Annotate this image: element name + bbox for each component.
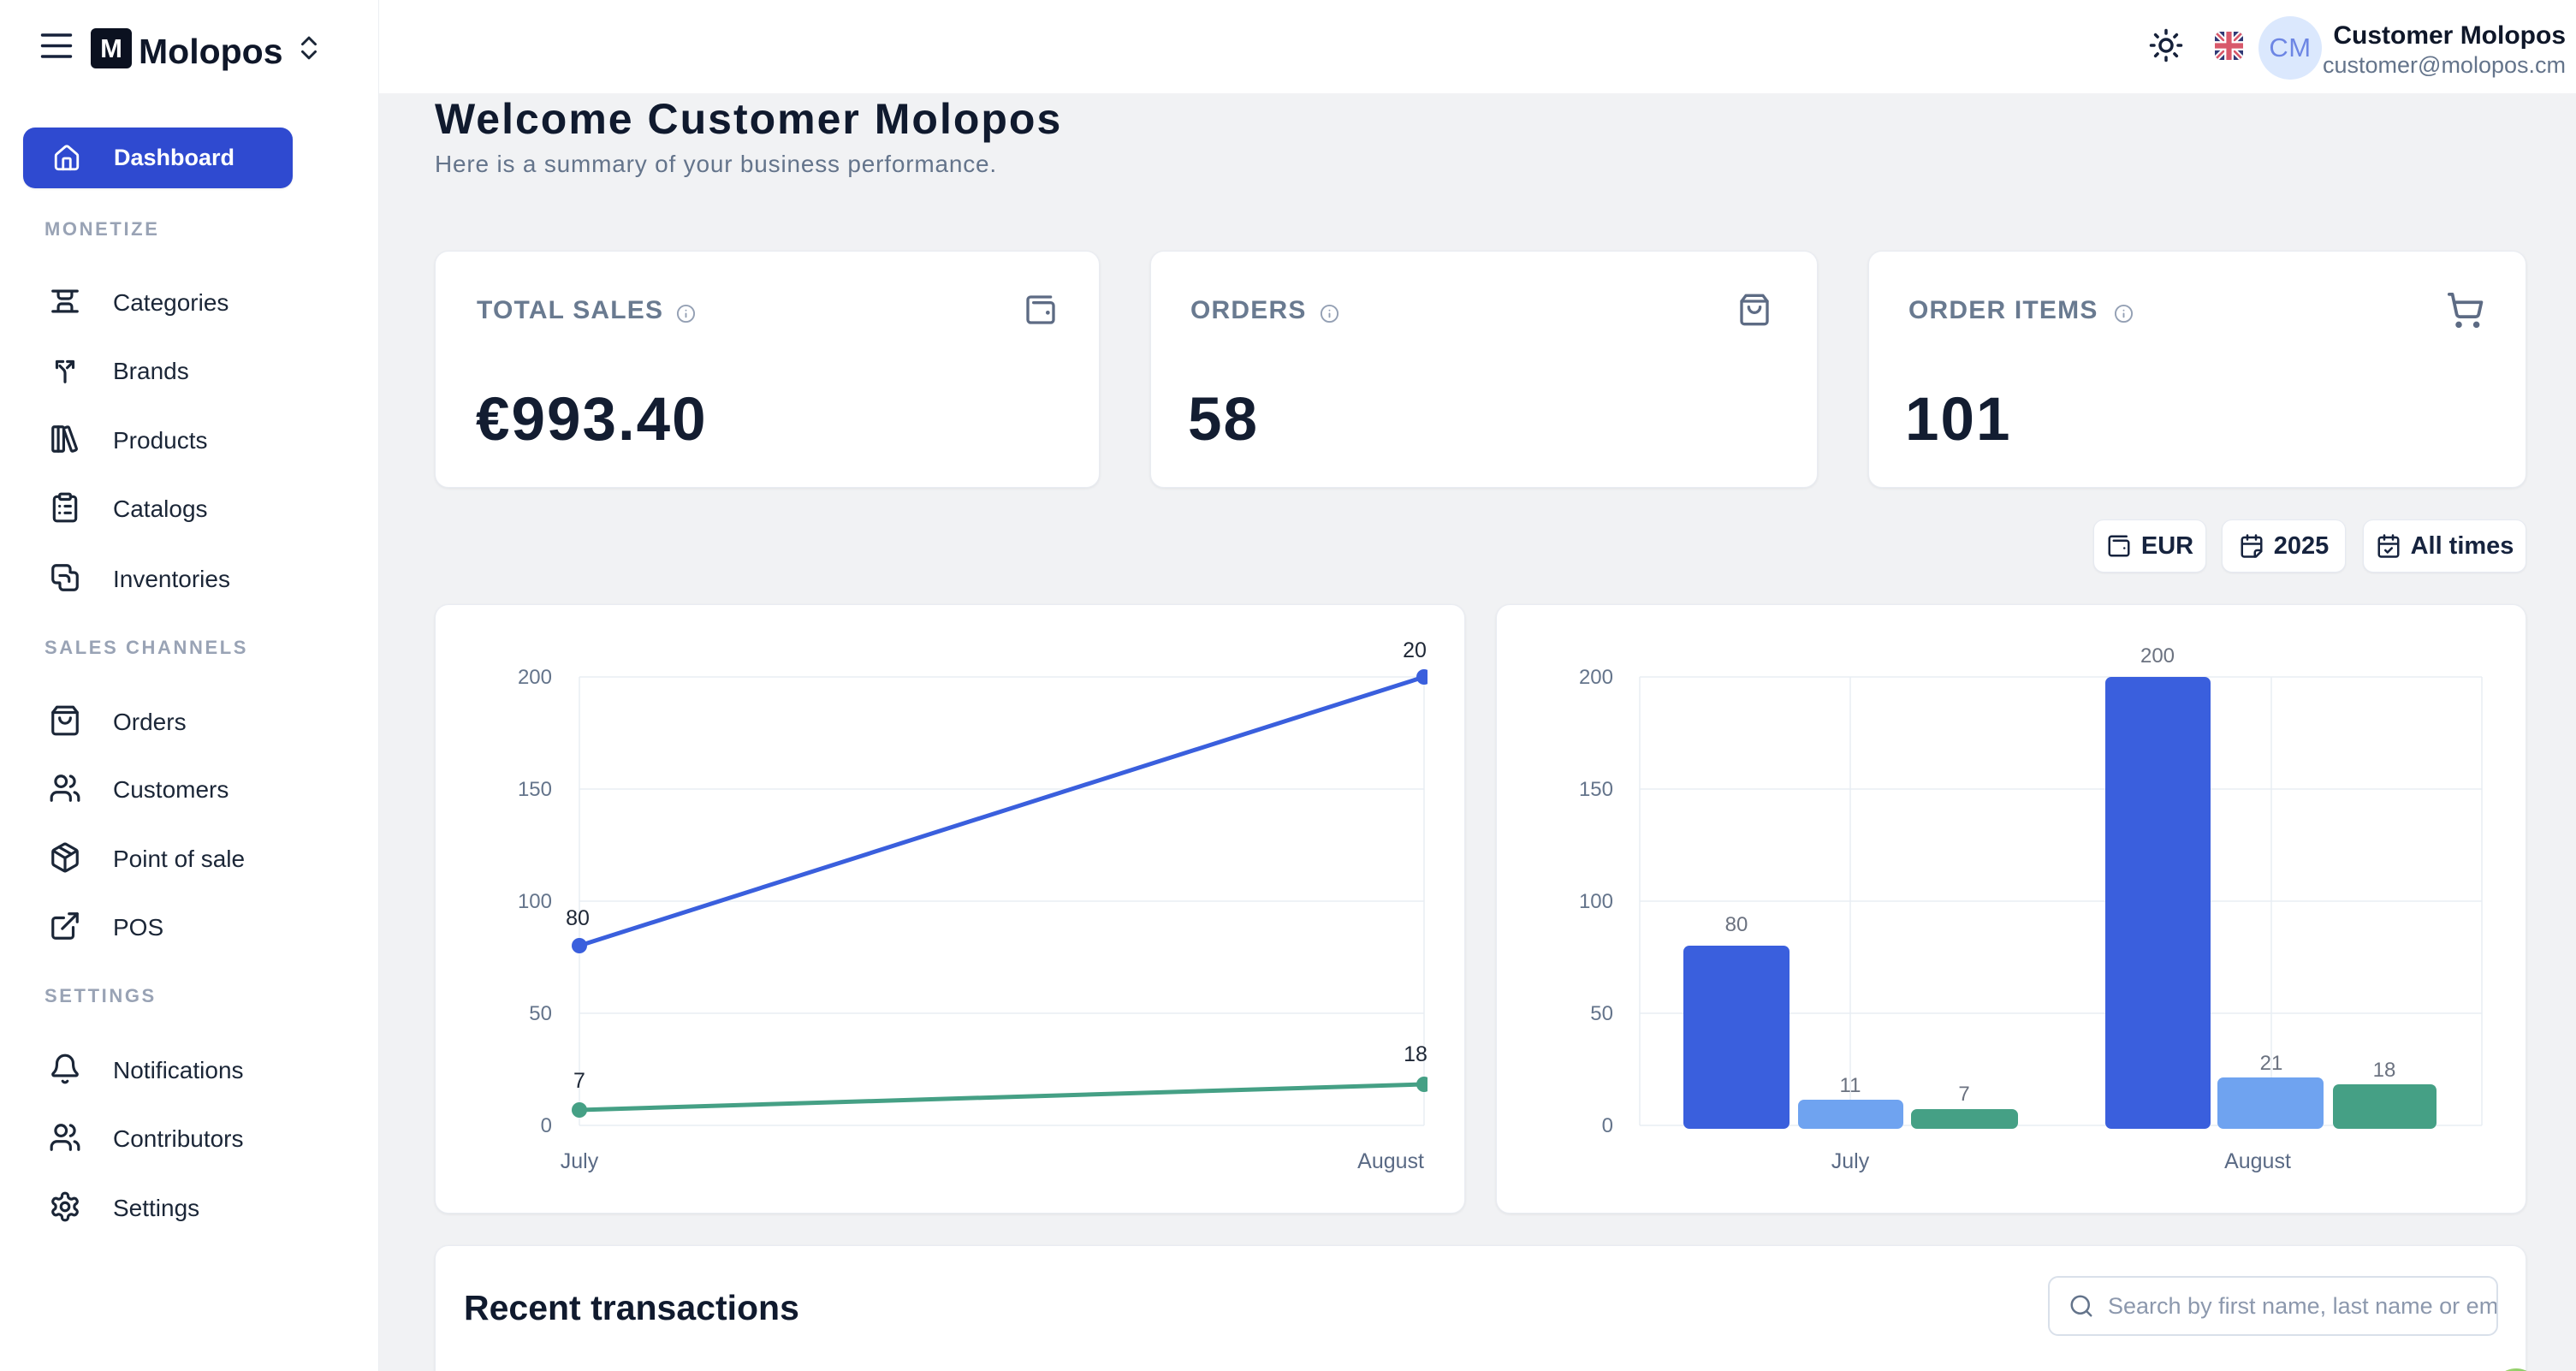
svg-text:7: 7 [573, 1069, 585, 1093]
svg-text:August: August [1357, 1149, 1424, 1173]
svg-text:18: 18 [2373, 1059, 2396, 1082]
svg-text:200: 200 [518, 666, 552, 689]
svg-text:150: 150 [518, 778, 552, 801]
svg-text:50: 50 [529, 1002, 552, 1025]
svg-text:0: 0 [541, 1114, 552, 1137]
svg-text:200: 200 [1579, 666, 1613, 689]
svg-text:80: 80 [566, 906, 590, 930]
svg-text:11: 11 [1840, 1074, 1861, 1097]
svg-text:7: 7 [1958, 1083, 1969, 1106]
svg-text:18: 18 [1404, 1042, 1427, 1066]
svg-text:100: 100 [518, 890, 552, 913]
svg-text:50: 50 [1590, 1002, 1613, 1025]
svg-text:200: 200 [2140, 644, 2175, 668]
svg-text:80: 80 [1725, 913, 1748, 936]
svg-text:0: 0 [1602, 1114, 1613, 1137]
svg-text:21: 21 [2260, 1052, 2283, 1075]
svg-text:200: 200 [1403, 638, 1439, 662]
svg-text:100: 100 [1579, 890, 1613, 913]
svg-text:July: July [561, 1149, 599, 1173]
svg-text:July: July [1831, 1149, 1870, 1173]
svg-text:August: August [2224, 1149, 2291, 1173]
svg-text:150: 150 [1579, 778, 1613, 801]
